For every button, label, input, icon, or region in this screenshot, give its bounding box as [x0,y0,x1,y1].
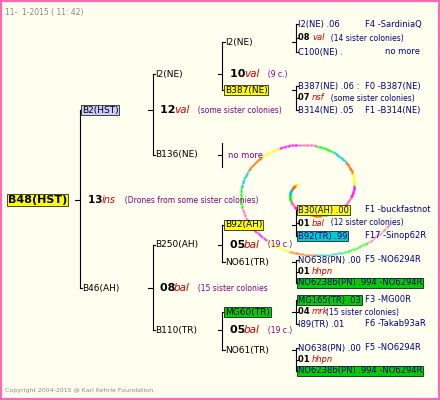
Text: 05: 05 [230,325,249,335]
Text: B110(TR): B110(TR) [155,326,197,334]
Text: B314(NE) .05: B314(NE) .05 [298,106,354,114]
Text: F0 -B387(NE): F0 -B387(NE) [365,82,421,90]
Text: (14 sister colonies): (14 sister colonies) [326,34,404,42]
Text: F4 -SardiniaQ: F4 -SardiniaQ [365,20,422,28]
Text: B92(TR) .99: B92(TR) .99 [298,232,348,240]
Text: B2(HST): B2(HST) [82,106,119,114]
Text: no more: no more [228,150,263,160]
Text: bal: bal [244,325,260,335]
Text: MG165(TR) .03: MG165(TR) .03 [298,296,361,304]
Text: (15 sister colonies): (15 sister colonies) [326,308,399,316]
Text: B250(AH): B250(AH) [155,240,198,250]
Text: (12 sister colonies): (12 sister colonies) [326,218,403,228]
Text: 12: 12 [160,105,180,115]
Text: NO6238b(PN) .994 -NO6294R: NO6238b(PN) .994 -NO6294R [298,366,422,376]
Text: (some sister colonies): (some sister colonies) [326,94,415,102]
Text: 07: 07 [298,94,312,102]
Text: (Drones from some sister colonies): (Drones from some sister colonies) [120,196,259,204]
Text: (19 c.): (19 c.) [263,326,292,334]
Text: hhpn: hhpn [312,268,333,276]
Text: NO6238b(PN) .994 -NO6294R: NO6238b(PN) .994 -NO6294R [298,278,422,288]
Text: B136(NE): B136(NE) [155,150,198,160]
Text: 04: 04 [298,308,312,316]
Text: I89(TR) .01: I89(TR) .01 [298,320,344,328]
Text: 01: 01 [298,268,312,276]
Text: nsf: nsf [312,94,325,102]
Text: hhpn: hhpn [312,356,333,364]
Text: I2(NE): I2(NE) [225,38,253,46]
Text: no more: no more [385,48,420,56]
Text: I2(NE) .06: I2(NE) .06 [298,20,340,28]
Text: 05: 05 [230,240,249,250]
Text: B48(HST): B48(HST) [8,195,67,205]
Text: F5 -NO6294R: F5 -NO6294R [365,256,421,264]
Text: B387(NE) .06 :: B387(NE) .06 : [298,82,359,90]
Text: NO638(PN) .00: NO638(PN) .00 [298,344,361,352]
Text: val: val [174,105,189,115]
Text: (some sister colonies): (some sister colonies) [193,106,282,114]
Text: F6 -Takab93aR: F6 -Takab93aR [365,320,426,328]
Text: (9 c.): (9 c.) [263,70,287,78]
Text: F1 -B314(NE): F1 -B314(NE) [365,106,420,114]
Text: (19 c.): (19 c.) [263,240,292,250]
Text: bal: bal [174,283,190,293]
Text: F17 -Sinop62R: F17 -Sinop62R [365,232,426,240]
Text: ins: ins [102,195,116,205]
Text: 01: 01 [298,218,312,228]
Text: (15 sister colonies: (15 sister colonies [193,284,268,292]
Text: NO638(PN) .00: NO638(PN) .00 [298,256,361,264]
Text: B46(AH): B46(AH) [82,284,119,292]
Text: B30(AH) .00: B30(AH) .00 [298,206,349,214]
Text: mrk: mrk [312,308,329,316]
Text: 01: 01 [298,356,312,364]
Text: MG60(TR): MG60(TR) [225,308,270,316]
Text: NO61(TR): NO61(TR) [225,346,269,354]
Text: bal: bal [244,240,260,250]
Text: NO61(TR): NO61(TR) [225,258,269,266]
Text: val: val [244,69,259,79]
Text: 08: 08 [160,283,179,293]
Text: 13: 13 [88,195,106,205]
Text: I2(NE): I2(NE) [155,70,183,78]
Text: bal: bal [312,218,325,228]
Text: 10: 10 [230,69,249,79]
Text: B387(NE): B387(NE) [225,86,268,94]
Text: C100(NE) .: C100(NE) . [298,48,343,56]
Text: val: val [312,34,324,42]
Text: F1 -buckfastnot: F1 -buckfastnot [365,206,430,214]
Text: B92(AH): B92(AH) [225,220,262,230]
Text: F5 -NO6294R: F5 -NO6294R [365,344,421,352]
Text: F3 -MG00R: F3 -MG00R [365,296,411,304]
Text: 11-  1-2015 ( 11: 42): 11- 1-2015 ( 11: 42) [5,8,84,17]
Text: 08: 08 [298,34,312,42]
Text: Copyright 2004-2015 @ Karl Kehrle Foundation.: Copyright 2004-2015 @ Karl Kehrle Founda… [5,388,155,393]
